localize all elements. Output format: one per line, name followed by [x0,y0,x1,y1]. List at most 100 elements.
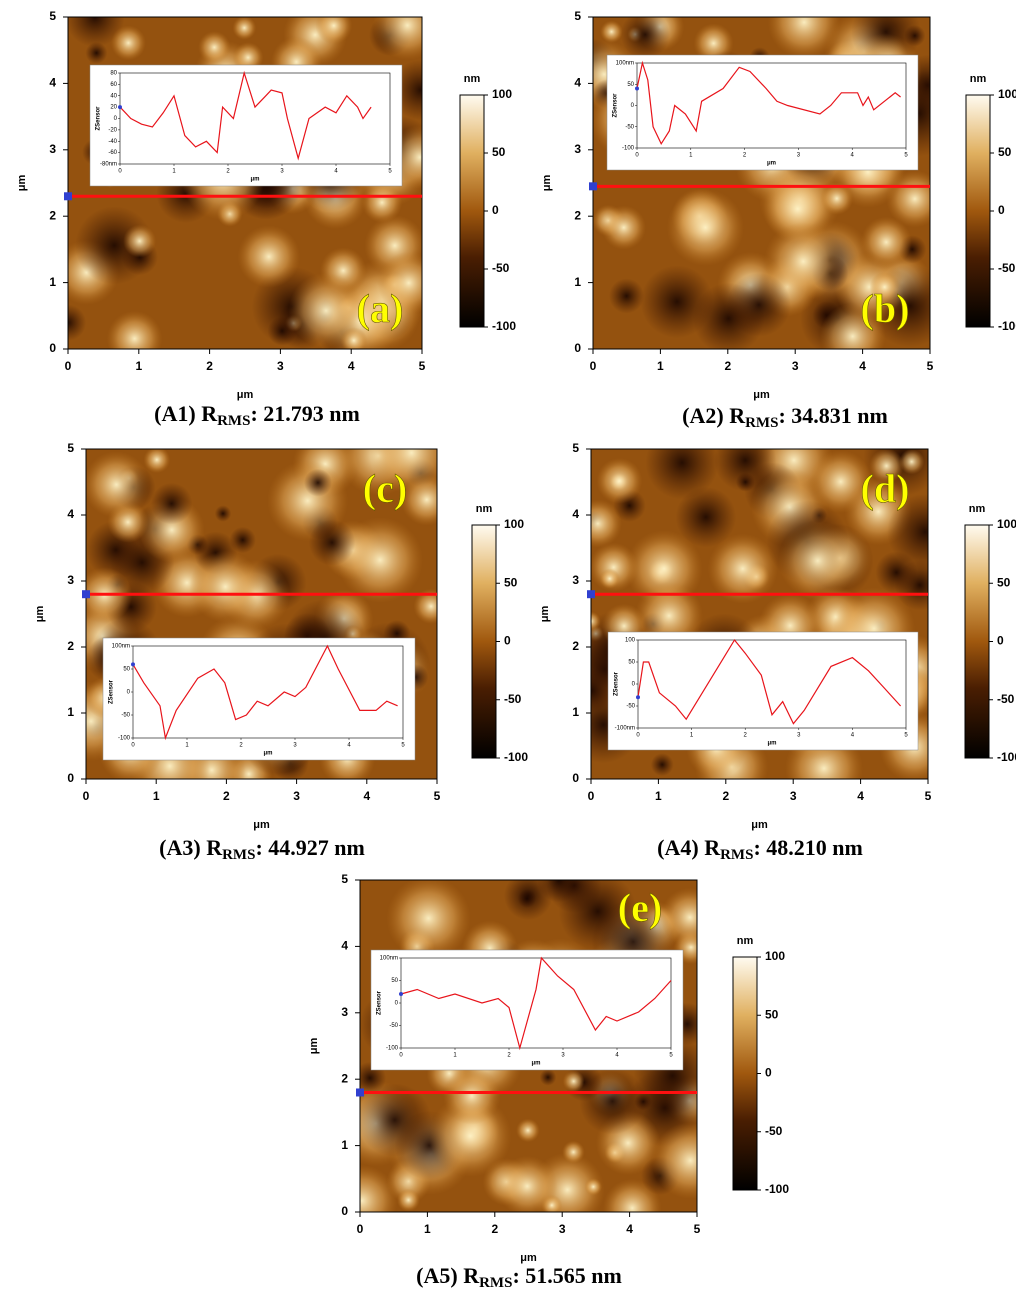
y-tick-label: 2 [67,639,74,653]
texture [362,182,403,223]
figure: 012345012345μmμm(a)nm-100-50050100(A1) R… [0,0,1016,1293]
texture [895,560,946,611]
y-tick-label: 1 [572,705,579,719]
profile-start-marker [399,992,403,996]
inset-y-tick-label: -100 [386,1046,399,1052]
texture [645,426,718,499]
x-tick-label: 3 [277,359,284,373]
inset-y-tick-label: -80nm [100,162,117,168]
x-tick-label: 2 [722,789,729,803]
colorbar-tick-label: 50 [998,145,1012,159]
colorbar-tick-label: -100 [492,319,516,333]
colorbar-tick-label: -100 [998,319,1016,333]
texture [309,519,356,566]
x-tick-label: 3 [792,359,799,373]
texture [640,265,713,338]
colorbar-tick-label: -100 [765,1182,789,1196]
inset-y-tick-label: -50 [389,1023,398,1029]
texture [215,505,231,521]
colorbar-tick-label: -50 [492,261,510,275]
x-tick-label: 5 [434,789,441,803]
y-tick-label: 2 [574,208,581,222]
y-tick-label: 1 [49,275,56,289]
inset-y-tick-label: 20 [110,105,117,111]
panel-label: (b) [861,286,910,331]
texture [518,889,537,908]
inset-y-tick-label: -20 [108,127,117,133]
x-tick-label: 5 [925,789,932,803]
colorbar [733,957,757,1190]
y-tick-label: 0 [341,1204,348,1218]
x-tick-label: 2 [206,359,213,373]
texture [401,474,453,526]
inset-y-tick-label: 50 [123,667,130,673]
y-tick-label: 2 [341,1071,348,1085]
inset-y-label: ZSensor [614,671,620,696]
caption-prefix: (A4) R [657,835,721,860]
x-axis-label: μm [237,389,254,401]
profile-handle [82,590,90,598]
inset-y-tick-label: -60 [108,150,117,156]
inset-box [371,950,683,1070]
texture [497,1156,558,1217]
colorbar-tick-label: -50 [997,692,1015,706]
y-axis-label: μm [16,175,28,192]
colorbar-label: nm [737,935,754,947]
x-tick-label: 0 [588,789,595,803]
caption-suffix: : 44.927 nm [255,835,364,860]
texture [83,451,150,518]
texture [189,551,261,623]
colorbar-tick-label: 50 [997,575,1011,589]
colorbar-label: nm [476,503,493,515]
inset-y-tick-label: 100nm [616,61,634,67]
y-tick-label: 3 [341,1005,348,1019]
inset-x-label: μm [250,177,259,183]
colorbar-tick-label: 50 [504,575,518,589]
texture [111,25,146,60]
caption: (A1) RRMS: 21.793 nm [154,401,360,429]
colorbar-tick-label: 0 [997,634,1004,648]
texture [238,225,301,288]
caption-prefix: (A3) R [159,835,223,860]
inset-y-label: ZSensor [96,106,102,131]
caption-prefix: (A1) R [154,401,218,426]
y-axis-label: μm [308,1038,320,1055]
colorbar-tick-label: -50 [998,261,1016,275]
inset-y-tick-label: 50 [627,82,634,88]
texture [288,273,363,348]
inset-y-tick-label: -100nm [615,726,635,732]
y-tick-label: 5 [67,441,74,455]
texture [579,1068,646,1135]
x-tick-label: 5 [694,1222,701,1236]
y-tick-label: 4 [67,507,74,521]
colorbar-tick-label: 0 [492,203,499,217]
texture [229,527,255,553]
colorbar-tick-label: -100 [997,750,1016,764]
caption-subscript: RMS [222,847,255,863]
panel: 012345012345μmμm(e)nm-100-50050100(A5) R… [308,858,789,1291]
caption-suffix: : 48.210 nm [753,835,862,860]
inset-y-label: ZSensor [377,990,383,1015]
profile-handle [587,590,595,598]
panel: 012345012345μmμm(c)nm-100-50050100(A3) R… [34,411,528,863]
colorbar-label: nm [464,73,481,85]
inset-y-tick-label: 100 [625,638,636,644]
caption: (A4) RRMS: 48.210 nm [657,835,863,863]
texture [667,189,744,266]
texture [443,1067,501,1125]
y-tick-label: 0 [49,341,56,355]
y-tick-label: 0 [572,771,579,785]
colorbar-tick-label: 0 [765,1066,772,1080]
y-tick-label: 4 [574,76,581,90]
x-tick-label: 5 [927,359,934,373]
y-tick-label: 5 [341,872,348,886]
x-tick-label: 1 [655,789,662,803]
x-tick-label: 4 [859,359,866,373]
x-tick-label: 1 [153,789,160,803]
caption-prefix: (A2) R [682,403,746,428]
caption-suffix: : 21.793 nm [250,401,359,426]
panel: 012345012345μmμm(d)nm-100-50050100(A4) R… [539,416,1016,863]
x-axis-label: μm [753,389,770,401]
caption: (A3) RRMS: 44.927 nm [159,835,365,863]
texture [651,753,674,776]
